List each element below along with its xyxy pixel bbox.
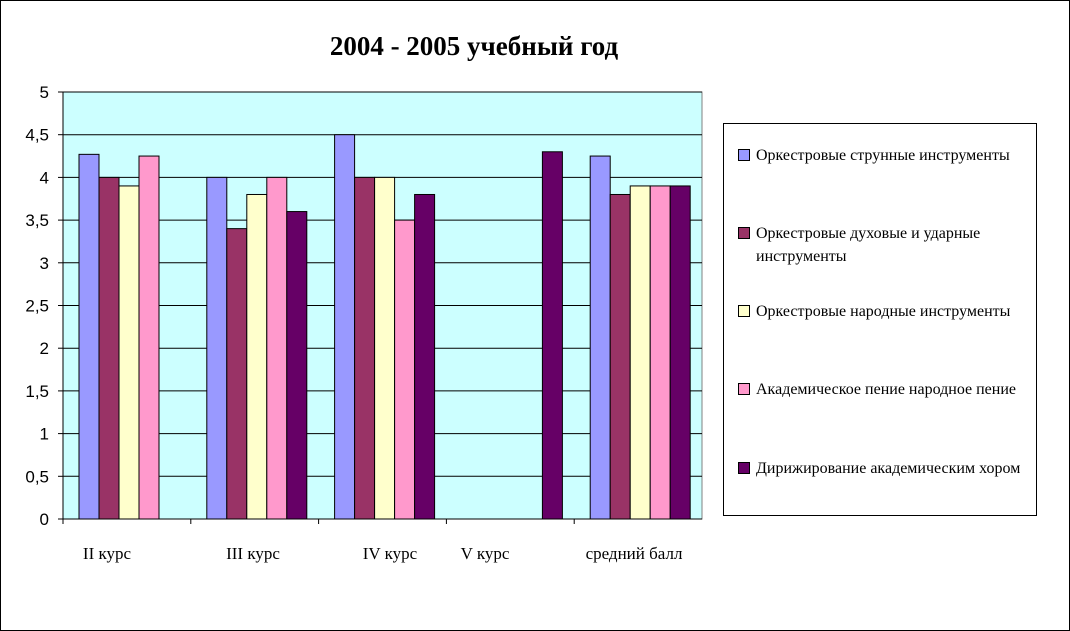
y-tick-label: 3,5 (25, 211, 49, 230)
legend-label: Дирижирование академическим хором (756, 460, 1021, 477)
x-tick-label: V курс (461, 544, 510, 563)
bar (286, 211, 308, 520)
y-tick-label: 0 (40, 510, 49, 529)
y-tick-label: 3 (40, 254, 49, 273)
legend-item: Оркестровые струнные инструменты (738, 144, 1030, 167)
y-tick-label: 0,5 (25, 467, 49, 486)
bar (649, 185, 671, 520)
legend-label: Академическое пение народное пение (756, 381, 1017, 398)
y-tick-label: 2,5 (25, 297, 49, 316)
bar (589, 155, 611, 520)
legend-swatch (738, 383, 750, 395)
y-tick-label: 1 (40, 425, 49, 444)
y-tick-label: 5 (40, 83, 49, 102)
legend-item: Академическое пение народное пение (738, 378, 1030, 401)
x-tick-label: III курс (226, 544, 280, 563)
y-tick-label: 1,5 (25, 382, 49, 401)
bar (266, 176, 288, 520)
legend-swatch (738, 227, 750, 239)
bar (334, 134, 356, 520)
legend-item: Оркестровые народные инструменты (738, 300, 1030, 323)
y-tick-label: 2 (40, 339, 49, 358)
bar (669, 185, 691, 520)
bar (354, 176, 376, 520)
bar (226, 228, 248, 520)
legend-label: Оркестровые струнные инструменты (756, 147, 1010, 164)
y-tick-label: 4,5 (25, 126, 49, 145)
bar (246, 193, 268, 520)
chart-title: 2004 - 2005 учебный год (329, 31, 619, 61)
bar (118, 185, 140, 520)
bar (541, 151, 563, 520)
bar (206, 176, 228, 520)
legend-item: Оркестровые духовые и ударные инструмент… (738, 222, 1030, 268)
legend-swatch (738, 149, 750, 161)
legend-swatch (738, 305, 750, 317)
x-tick-label: IV курс (363, 544, 418, 563)
legend-swatch (738, 462, 750, 474)
bar (609, 193, 631, 520)
legend-label: Оркестровые духовые и ударные инструмент… (756, 225, 981, 265)
bar (629, 185, 651, 520)
bar (98, 176, 120, 520)
legend-label: Оркестровые народные инструменты (756, 303, 1011, 320)
legend-item: Дирижирование академическим хором (738, 457, 1030, 480)
bar (414, 193, 436, 520)
bar (78, 153, 100, 520)
bar (138, 155, 160, 520)
x-tick-label: II курс (83, 544, 132, 563)
bar (374, 176, 396, 520)
bar (394, 219, 416, 520)
y-tick-label: 4 (40, 168, 49, 187)
x-tick-label: средний балл (586, 544, 683, 563)
legend: Оркестровые струнные инструменты Оркестро… (723, 123, 1037, 516)
